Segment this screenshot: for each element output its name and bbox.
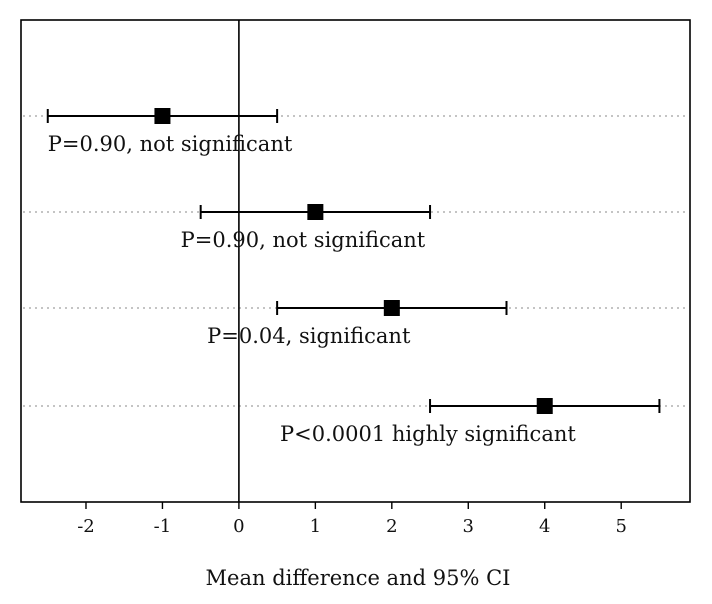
forest-rows: P=0.90, not significant P=0.90, not signi…	[46, 108, 661, 446]
forest-row: P=0.90, not significant	[46, 108, 293, 156]
p-value-annotation: P<0.0001 highly significant	[280, 422, 576, 446]
x-tick-label: -2	[77, 516, 95, 537]
x-tick-label: -1	[154, 516, 172, 537]
x-tick-label: 1	[310, 516, 321, 537]
plot-frame	[20, 19, 691, 503]
forest-row: P=0.04, significant	[207, 300, 508, 348]
estimate-marker	[536, 398, 553, 414]
p-value-annotation: P=0.04, significant	[207, 324, 411, 348]
estimate-marker	[154, 108, 171, 124]
p-value-annotation: P=0.90, not significant	[181, 228, 426, 252]
forest-row: P<0.0001 highly significant	[280, 398, 661, 446]
x-tick-label: 0	[233, 516, 244, 537]
grid-layer	[23, 115, 688, 407]
x-axis-ticks: -2 -1 0 1 2 3 4 5	[77, 502, 627, 537]
x-axis-title: Mean difference and 95% CI	[206, 566, 511, 590]
forest-row: P=0.90, not significant	[181, 204, 432, 252]
p-value-annotation: P=0.90, not significant	[48, 132, 293, 156]
x-tick-label: 3	[463, 516, 474, 537]
estimate-marker	[383, 300, 400, 316]
x-tick-label: 4	[539, 516, 550, 537]
x-tick-label: 5	[615, 516, 626, 537]
x-tick-label: 2	[386, 516, 397, 537]
estimate-marker	[307, 204, 324, 220]
